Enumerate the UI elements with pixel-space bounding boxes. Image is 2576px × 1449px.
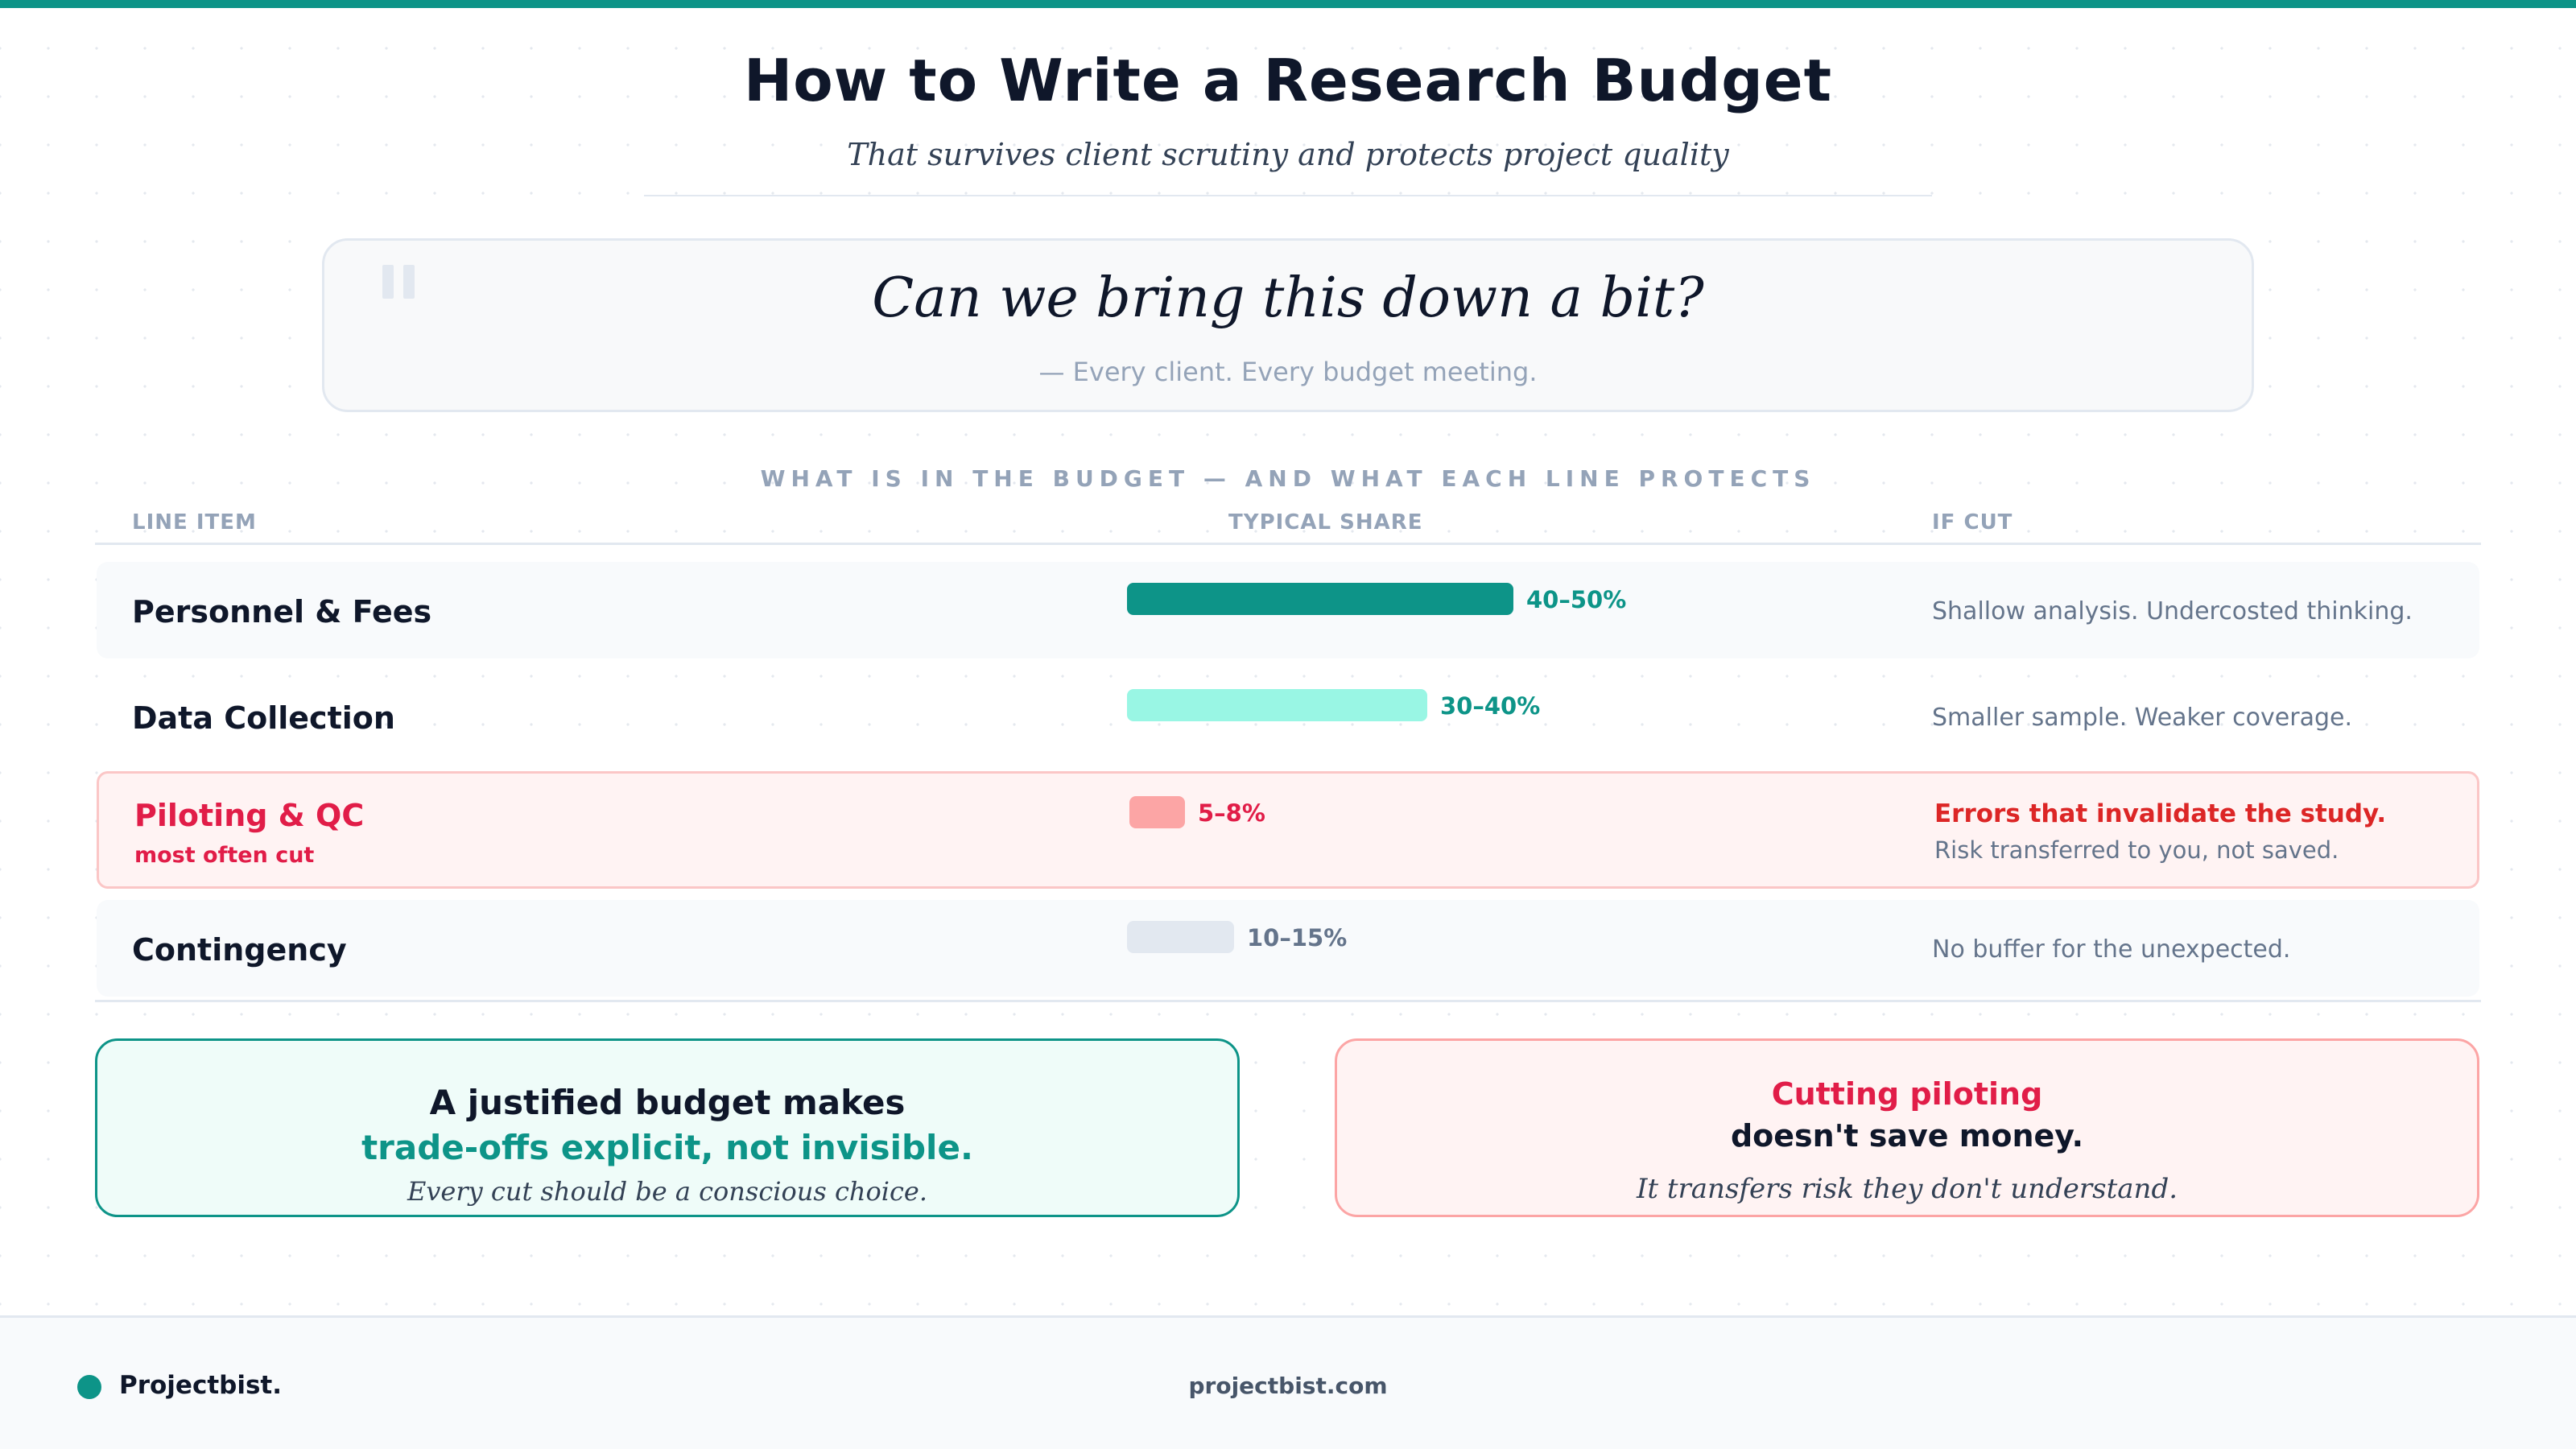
share-bar	[1127, 921, 1234, 953]
card-line-2: doesn't save money.	[1730, 1118, 2084, 1154]
table-row-data-collection: Data Collection 30–40% Smaller sample. W…	[97, 668, 2479, 765]
card-line-3: It transfers risk they don't understand.	[1636, 1173, 2178, 1205]
row-name: Personnel & Fees	[132, 594, 432, 630]
page-title: How to Write a Research Budget	[743, 47, 1833, 114]
table-bottom-divider	[95, 1000, 2481, 1002]
share-bar	[1127, 583, 1513, 615]
if-cut-strong-text: Errors that invalidate the study.	[1934, 799, 2387, 828]
card-line-1: Cutting piloting	[1771, 1076, 2043, 1112]
table-row-piloting: Piloting & QC most often cut 5–8% Errors…	[97, 771, 2479, 889]
most-often-cut-note: most often cut	[134, 843, 315, 868]
brand-dot-icon	[77, 1375, 101, 1399]
if-cut-text: No buffer for the unexpected.	[1932, 935, 2291, 964]
page-subtitle: That survives client scrutiny and protec…	[847, 137, 1729, 172]
brand-name: Projectbist.	[119, 1371, 283, 1400]
share-bar	[1129, 796, 1185, 828]
share-bar	[1127, 689, 1427, 721]
website-link[interactable]: projectbist.com	[1188, 1373, 1388, 1399]
share-value: 5–8%	[1198, 799, 1265, 827]
share-value: 40–50%	[1526, 586, 1627, 613]
quote-text: Can we bring this down a bit?	[872, 266, 1704, 330]
column-header-line-item: LINE ITEM	[132, 510, 257, 535]
justified-budget-card: A justified budget makes trade-offs expl…	[95, 1038, 1240, 1217]
section-label: WHAT IS IN THE BUDGET — AND WHAT EACH LI…	[760, 465, 1816, 492]
if-cut-text: Smaller sample. Weaker coverage.	[1932, 704, 2352, 732]
title-divider	[644, 195, 1932, 196]
if-cut-text: Shallow analysis. Undercosted thinking.	[1932, 597, 2413, 625]
column-header-typical-share: TYPICAL SHARE	[1228, 510, 1423, 535]
top-accent-bar	[0, 0, 2576, 8]
quote-mark-icon	[382, 265, 424, 302]
row-name: Data Collection	[132, 700, 395, 736]
share-value: 10–15%	[1247, 924, 1348, 952]
header-divider	[95, 543, 2481, 545]
table-row-contingency: Contingency 10–15% No buffer for the une…	[97, 900, 2479, 997]
table-row-personnel: Personnel & Fees 40–50% Shallow analysis…	[97, 562, 2479, 658]
row-name: Contingency	[132, 932, 347, 968]
quote-attribution: — Every client. Every budget meeting.	[1038, 357, 1538, 387]
share-value: 30–40%	[1440, 692, 1541, 720]
quote-box: Can we bring this down a bit? — Every cl…	[322, 238, 2254, 412]
footer: Projectbist. projectbist.com	[0, 1315, 2576, 1449]
column-header-if-cut: IF CUT	[1932, 510, 2013, 535]
cutting-piloting-card: Cutting piloting doesn't save money. It …	[1335, 1038, 2479, 1217]
if-cut-text: Risk transferred to you, not saved.	[1934, 836, 2339, 864]
card-line-2: trade-offs explicit, not invisible.	[361, 1128, 973, 1167]
card-line-1: A justified budget makes	[429, 1083, 906, 1122]
row-name: Piloting & QC	[134, 798, 365, 833]
card-line-3: Every cut should be a conscious choice.	[407, 1176, 928, 1207]
